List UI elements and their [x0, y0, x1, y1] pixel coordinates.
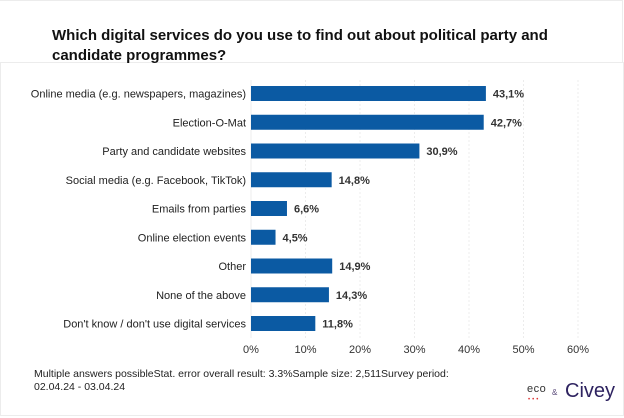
eco-logo-dots: •••	[528, 397, 541, 403]
bar	[251, 287, 329, 303]
x-axis-ticks: 0% 10% 20% 30% 40% 50% 60%	[243, 344, 589, 356]
bar	[251, 86, 486, 101]
value-label: 6,6%	[294, 204, 319, 216]
value-label: 43,1%	[493, 89, 524, 101]
bar	[251, 229, 276, 245]
value-label: 14,9%	[339, 261, 370, 273]
footnote: Multiple answers possibleStat. error ove…	[34, 368, 474, 394]
x-tick-label: 40%	[458, 344, 480, 356]
bars	[251, 86, 486, 331]
value-label: 42,7%	[491, 117, 522, 129]
chart-title: Which digital services do you use to fin…	[52, 27, 548, 64]
bar	[251, 316, 316, 331]
category-label: Online media (e.g. newspapers, magazines…	[31, 89, 246, 101]
value-label: 14,8%	[339, 175, 370, 187]
x-tick-label: 60%	[567, 344, 589, 356]
category-label: Social media (e.g. Facebook, TikTok)	[66, 175, 246, 187]
x-tick-label: 50%	[512, 344, 534, 356]
value-label: 11,8%	[322, 319, 353, 331]
ampersand: &	[552, 388, 558, 397]
value-label: 4,5%	[283, 232, 308, 244]
eco-logo: eco	[527, 383, 547, 395]
category-label: Party and candidate websites	[102, 146, 246, 158]
x-tick-label: 20%	[349, 344, 371, 356]
footnote-line-1: Multiple answers possibleStat. error ove…	[34, 368, 449, 380]
category-label: Other	[218, 261, 246, 273]
bar	[251, 258, 333, 274]
x-tick-label: 10%	[294, 344, 316, 356]
value-label: 14,3%	[336, 290, 367, 302]
category-label: None of the above	[156, 290, 246, 302]
x-tick-label: 0%	[243, 344, 259, 356]
value-label: 30,9%	[426, 146, 457, 158]
value-labels: 43,1% 42,7% 30,9% 14,8% 6,6% 4,5% 14,9% 14,3% 11…	[283, 89, 525, 331]
category-label: Emails from parties	[152, 204, 247, 216]
civey-logo: Civey	[565, 380, 616, 402]
bar	[251, 201, 287, 216]
bar	[251, 172, 332, 188]
x-tick-label: 30%	[403, 344, 425, 356]
bar	[251, 114, 484, 130]
category-label: Election-O-Mat	[173, 117, 246, 129]
header-frame	[0, 0, 623, 62]
footnote-line-2: 02.04.24 - 03.04.24	[34, 381, 126, 393]
category-label: Don't know / don't use digital services	[63, 319, 246, 331]
bar	[251, 143, 420, 159]
category-labels: Online media (e.g. newspapers, magazines…	[31, 89, 247, 331]
category-label: Online election events	[138, 232, 247, 244]
